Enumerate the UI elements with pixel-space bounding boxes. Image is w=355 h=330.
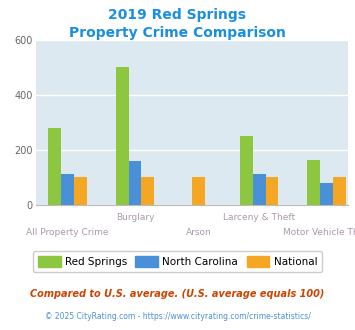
Bar xyxy=(333,177,346,205)
Text: Burglary: Burglary xyxy=(116,213,154,222)
Bar xyxy=(240,136,253,205)
Bar xyxy=(307,160,320,205)
Text: Larceny & Theft: Larceny & Theft xyxy=(223,213,295,222)
Bar xyxy=(48,128,61,205)
Text: Arson: Arson xyxy=(186,228,212,237)
Bar xyxy=(61,174,74,205)
Legend: Red Springs, North Carolina, National: Red Springs, North Carolina, National xyxy=(33,251,322,272)
Bar xyxy=(129,161,141,205)
Text: 2019 Red Springs: 2019 Red Springs xyxy=(109,8,246,22)
Bar xyxy=(253,174,266,205)
Bar xyxy=(320,183,333,205)
Bar xyxy=(141,177,154,205)
Text: Property Crime Comparison: Property Crime Comparison xyxy=(69,26,286,40)
Bar xyxy=(266,177,278,205)
Text: © 2025 CityRating.com - https://www.cityrating.com/crime-statistics/: © 2025 CityRating.com - https://www.city… xyxy=(45,312,310,321)
Text: Compared to U.S. average. (U.S. average equals 100): Compared to U.S. average. (U.S. average … xyxy=(30,289,325,299)
Text: All Property Crime: All Property Crime xyxy=(26,228,109,237)
Bar xyxy=(74,177,87,205)
Bar xyxy=(116,67,129,205)
Text: Motor Vehicle Theft: Motor Vehicle Theft xyxy=(283,228,355,237)
Bar xyxy=(192,177,205,205)
